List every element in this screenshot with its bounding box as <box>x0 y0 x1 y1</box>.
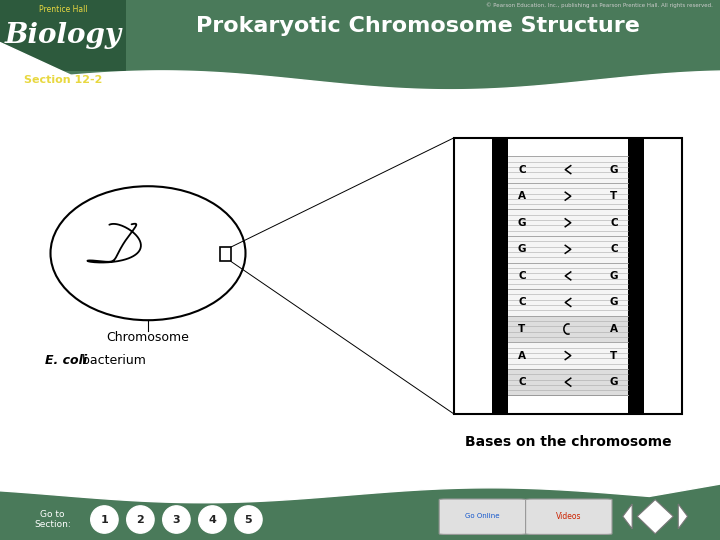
Bar <box>0 0 126 71</box>
Ellipse shape <box>199 506 226 533</box>
Ellipse shape <box>163 506 190 533</box>
Bar <box>628 138 644 414</box>
Text: Prokaryotic Chromosome Structure: Prokaryotic Chromosome Structure <box>196 16 639 37</box>
Bar <box>454 138 682 414</box>
Text: T: T <box>611 191 618 201</box>
Text: A: A <box>518 350 526 361</box>
Bar <box>508 236 628 262</box>
Bar <box>508 262 628 289</box>
Polygon shape <box>0 0 720 94</box>
Bar <box>508 316 628 342</box>
Ellipse shape <box>235 506 262 533</box>
Polygon shape <box>0 478 720 540</box>
Text: Section 12-2: Section 12-2 <box>24 75 102 85</box>
Bar <box>508 289 628 316</box>
Bar <box>508 342 628 369</box>
Text: G: G <box>610 377 618 387</box>
Text: C: C <box>610 218 618 228</box>
Polygon shape <box>678 504 688 529</box>
Bar <box>508 183 628 210</box>
Text: Go to
Section:: Go to Section: <box>34 510 71 529</box>
Text: 4: 4 <box>209 515 216 524</box>
Text: C: C <box>518 377 526 387</box>
Text: 3: 3 <box>173 515 180 524</box>
Text: C: C <box>518 298 526 307</box>
Text: T: T <box>518 324 526 334</box>
Text: Go Online: Go Online <box>465 513 500 519</box>
Text: C: C <box>610 244 618 254</box>
Bar <box>508 210 628 236</box>
Text: Prentice Hall: Prentice Hall <box>39 5 88 14</box>
Text: Bases on the chromosome: Bases on the chromosome <box>464 435 671 449</box>
Text: C: C <box>518 165 526 174</box>
Text: 5: 5 <box>245 515 252 524</box>
Text: G: G <box>610 165 618 174</box>
Polygon shape <box>637 500 673 534</box>
FancyBboxPatch shape <box>526 499 612 535</box>
Text: A: A <box>610 324 618 334</box>
Text: G: G <box>610 298 618 307</box>
Text: T: T <box>611 350 618 361</box>
Text: G: G <box>518 218 526 228</box>
Text: E. coli: E. coli <box>45 354 87 367</box>
Ellipse shape <box>50 186 246 320</box>
Bar <box>508 369 628 395</box>
FancyBboxPatch shape <box>439 499 526 535</box>
Bar <box>492 138 508 414</box>
Text: G: G <box>610 271 618 281</box>
Text: C: C <box>518 271 526 281</box>
Bar <box>220 247 231 261</box>
Bar <box>508 157 628 183</box>
Text: © Pearson Education, Inc., publishing as Pearson Prentice Hall. All rights reser: © Pearson Education, Inc., publishing as… <box>486 3 713 9</box>
Text: Videos: Videos <box>556 511 582 521</box>
Text: Chromosome: Chromosome <box>107 331 189 344</box>
Text: Biology: Biology <box>5 23 122 50</box>
Text: G: G <box>518 244 526 254</box>
Text: 1: 1 <box>101 515 108 524</box>
Text: A: A <box>518 191 526 201</box>
Text: bacterium: bacterium <box>78 354 146 367</box>
Polygon shape <box>623 504 632 529</box>
Text: 2: 2 <box>137 515 144 524</box>
Ellipse shape <box>91 506 118 533</box>
Ellipse shape <box>127 506 154 533</box>
